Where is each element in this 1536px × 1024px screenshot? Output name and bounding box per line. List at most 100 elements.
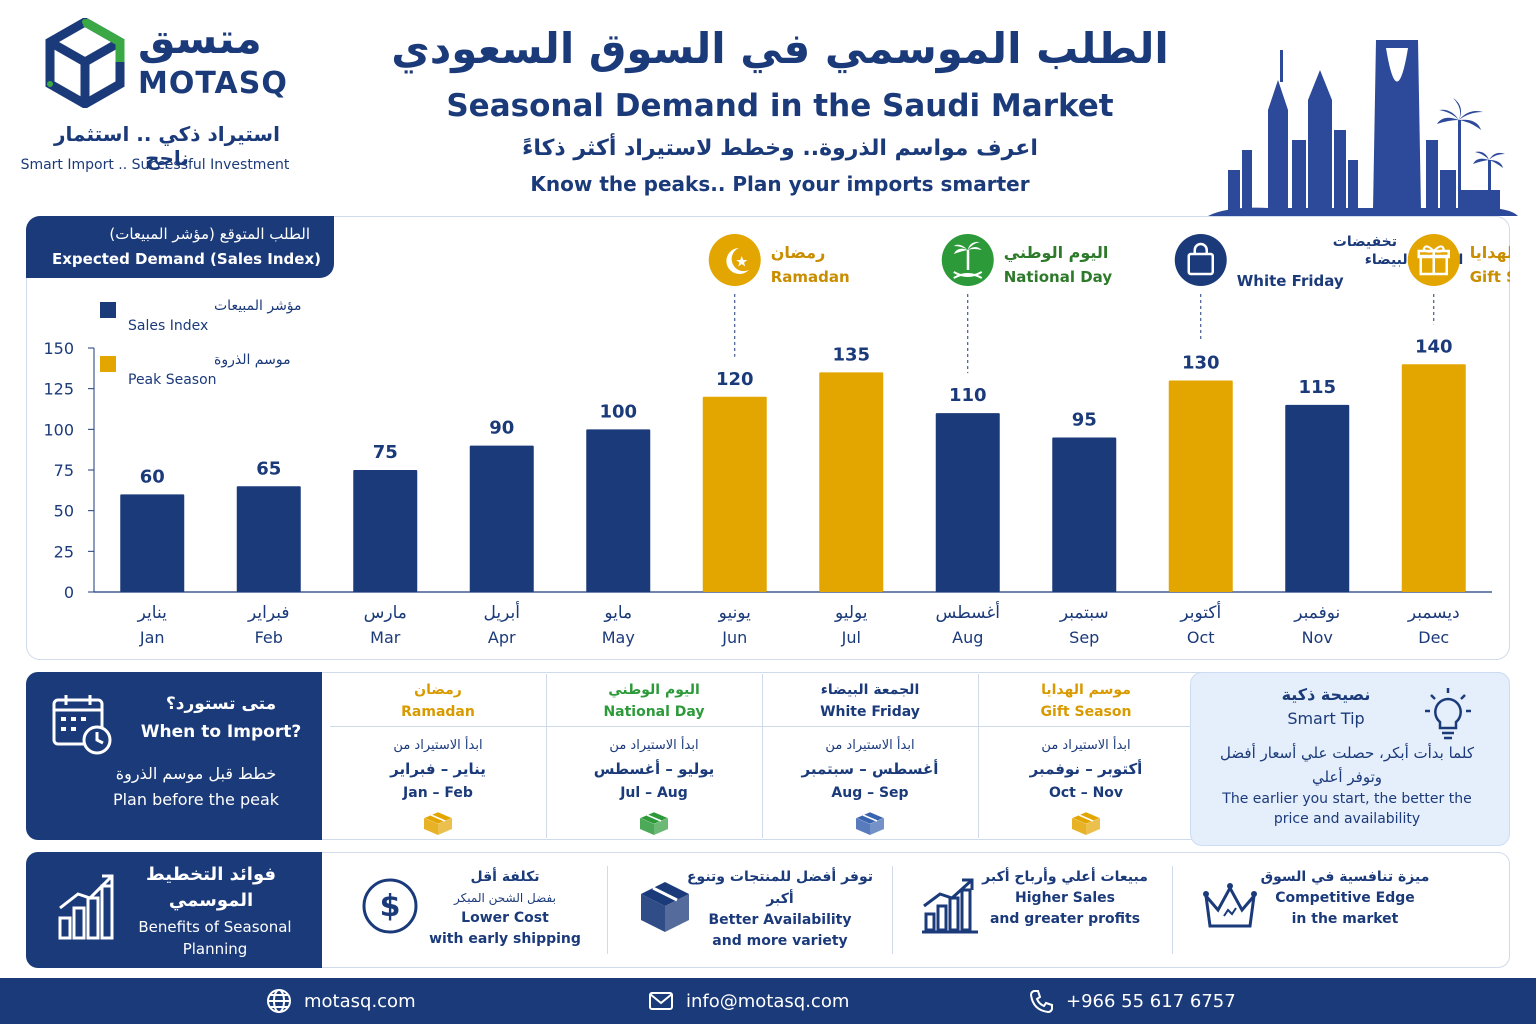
x-tick-label-ar: مارس — [364, 603, 407, 623]
gift-icon — [1407, 234, 1460, 286]
season-column: موسم الهدايا Gift Season ابدأ الاستيراد من… — [978, 672, 1194, 840]
import-months-ar: أكتوبر – نوفمبر — [1029, 760, 1143, 778]
envelope-icon — [649, 992, 673, 1010]
benefit-item: توفر أفضل للمنتجات وتنوع أكبر Better Avai… — [615, 852, 885, 968]
globe-icon — [267, 989, 291, 1013]
x-tick-label-ar: يونيو — [718, 603, 751, 623]
benefits-title-ar: فوائد التخطيط الموسمي — [145, 864, 277, 911]
smart-tip-panel: نصيحة ذكية Smart Tip كلما بدأت أبكر، حصل… — [1190, 672, 1510, 846]
season-name-ar: الجمعة البيضاء — [820, 682, 920, 698]
data-label: 130 — [1182, 353, 1220, 374]
bar-mar — [353, 470, 418, 592]
season-divider — [762, 674, 763, 838]
season-name-en: Gift Season — [1040, 704, 1132, 720]
x-tick-label: Dec — [1418, 628, 1449, 647]
event-label-ar: رمضان — [771, 243, 826, 262]
benefit-item: مبيعات أعلي وأرباح أكبر Higher Sales and g… — [900, 852, 1170, 968]
bar-sep — [1052, 437, 1117, 592]
bar-feb — [236, 486, 301, 592]
legend-label-ar: مؤشر المبيعات — [214, 298, 302, 314]
page-title-en: Seasonal Demand in the Saudi Market — [446, 88, 1114, 124]
package-icon — [855, 811, 885, 835]
data-label: 100 — [599, 401, 637, 422]
season-divider — [546, 674, 547, 838]
svg-text:$: $ — [380, 889, 401, 924]
x-tick-label: Feb — [255, 628, 283, 647]
benefit-divider — [607, 866, 608, 954]
chart-header: الطلب المتوقع (مؤشر المبيعات) Expected D… — [26, 216, 334, 278]
x-tick-label: May — [602, 628, 635, 647]
palm-swords-icon — [941, 234, 994, 286]
benefit-title-ar: تكلفة أقل — [470, 869, 540, 885]
season-name-ar: موسم الهدايا — [1041, 682, 1131, 698]
x-tick-label: Nov — [1302, 628, 1333, 647]
season-name-en: National Day — [603, 704, 705, 720]
import-months-en: Oct – Nov — [1048, 785, 1124, 801]
y-tick-label: 50 — [54, 502, 74, 521]
shopping-bag-icon — [1174, 234, 1227, 286]
benefit-title-en: Better Availability — [708, 912, 852, 928]
footer-phone-text[interactable]: +966 55 617 6757 — [1066, 990, 1236, 1012]
legend-label-en: Sales Index — [128, 318, 208, 334]
benefits-title-en: Benefits of Seasonal Planning — [138, 918, 292, 958]
brand-name-en: MOTASQ — [138, 66, 288, 101]
bar-dec — [1401, 364, 1466, 592]
x-tick-label: Jan — [139, 628, 165, 647]
when-question-ar: متى تستورد؟ — [165, 694, 277, 714]
data-label: 60 — [140, 466, 165, 487]
brand-tagline-en: Smart Import .. Successful Investment — [20, 157, 290, 173]
when-to-import-header: متى تستورد؟ When to Import? خطط قبل موسم… — [26, 672, 322, 840]
bar-jul — [819, 372, 884, 592]
lightbulb-icon — [1425, 688, 1471, 740]
data-label: 110 — [949, 385, 987, 406]
data-label: 115 — [1298, 377, 1336, 398]
brand-name-ar: متسق — [138, 14, 262, 63]
season-column: الجمعة البيضاء White Friday ابدأ الاستيراد… — [762, 672, 978, 840]
dollar-icon: $ — [362, 878, 418, 934]
page-subtitle-en: Know the peaks.. Plan your imports smart… — [530, 172, 1030, 196]
benefit-subtitle-en: and greater profits — [989, 911, 1141, 927]
crescent-icon — [708, 234, 761, 286]
phone-icon — [1029, 990, 1053, 1014]
event-label-en: Ramadan — [771, 268, 850, 286]
crown-icon — [1203, 883, 1257, 928]
x-tick-label-ar: أبريل — [484, 601, 520, 623]
bar-aug — [935, 413, 1000, 592]
import-months-ar: يناير – فبراير — [390, 760, 486, 778]
footer-email-text[interactable]: info@motasq.com — [686, 990, 850, 1012]
benefit-text: مبيعات أعلي وأرباح أكبر Higher Sales and g… — [960, 866, 1170, 930]
benefit-subtitle-en: and more variety — [712, 933, 848, 949]
y-tick-label: 150 — [43, 339, 74, 358]
bar-jun — [702, 396, 767, 592]
x-tick-label: Mar — [370, 628, 401, 647]
chart-header-en: Expected Demand (Sales Index) — [52, 250, 321, 268]
data-label: 120 — [716, 369, 754, 390]
smart-tip-body-ar: كلما بدأت أبكر، حصلت علي أسعار أفضل وتوف… — [1220, 744, 1474, 786]
y-tick-label: 125 — [43, 380, 74, 399]
import-months-ar: يوليو – أغسطس — [593, 760, 715, 778]
season-divider-line — [762, 726, 978, 727]
event-label-en: National Day — [1004, 268, 1113, 286]
x-tick-label: Jul — [841, 628, 861, 647]
footer-website[interactable]: motasq.com — [266, 988, 416, 1014]
season-divider-line — [978, 726, 1194, 727]
footer-phone[interactable]: +966 55 617 6757 — [1028, 988, 1236, 1014]
import-months-en: Jul – Aug — [620, 785, 688, 801]
footer-website-text[interactable]: motasq.com — [304, 990, 416, 1012]
benefit-title-en: Lower Cost — [461, 910, 549, 926]
when-question-en: When to Import? — [140, 722, 302, 742]
package-icon — [1071, 811, 1101, 835]
season-name-en: White Friday — [820, 704, 920, 720]
x-tick-label: Oct — [1187, 628, 1215, 647]
event-label-en: Gift Season — [1470, 268, 1510, 286]
benefit-text: تكلفة أقل بفضل الشحن المبكر Lower Cost with… — [400, 866, 610, 950]
x-tick-label-ar: أغسطس — [936, 601, 1000, 623]
benefit-subtitle-ar: بفضل الشحن المبكر — [454, 891, 556, 905]
data-label: 65 — [256, 458, 281, 479]
package-icon — [639, 811, 669, 835]
import-start-label: ابدأ الاستيراد من — [609, 738, 699, 753]
benefit-subtitle-en: with early shipping — [429, 931, 581, 947]
footer-email[interactable]: info@motasq.com — [648, 988, 849, 1014]
x-tick-label-ar: نوفمبر — [1293, 603, 1340, 623]
event-label-ar: موسم الهدايا — [1470, 243, 1510, 262]
